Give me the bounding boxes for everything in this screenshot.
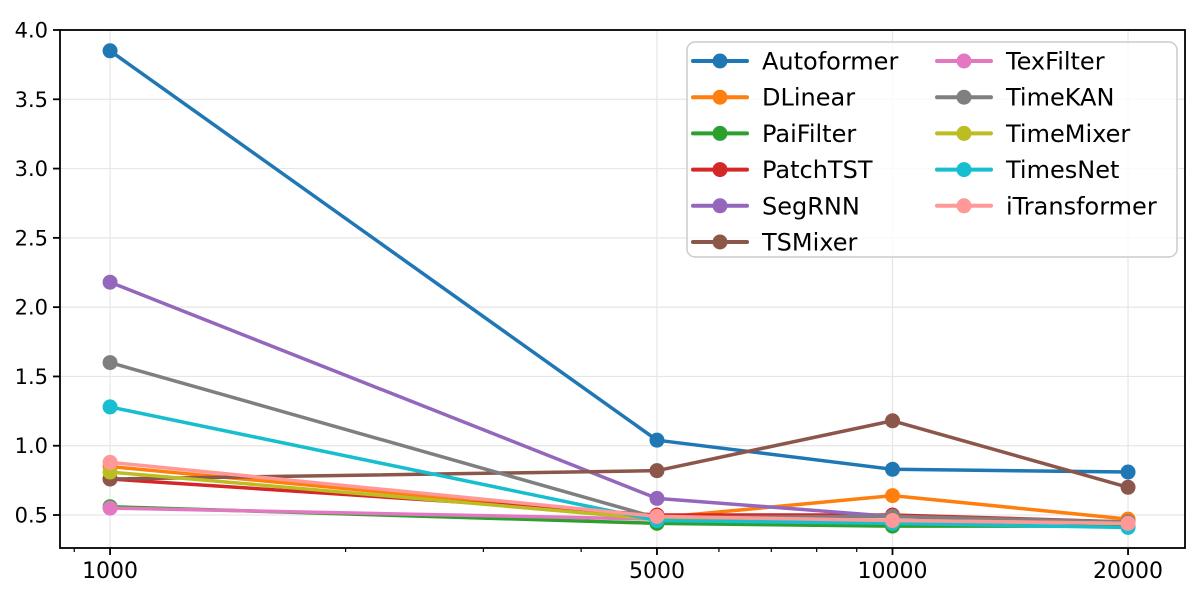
legend-item-itransformer: iTransformer (935, 192, 1157, 220)
legend-marker-patchtst (712, 162, 728, 178)
legend-marker-timesnet (956, 162, 972, 178)
data-point-autoformer-10000 (885, 461, 901, 477)
x-tick-label-5000: 5000 (629, 559, 685, 584)
legend-marker-autoformer (712, 53, 728, 69)
y-tick-label-3.5: 3.5 (15, 88, 48, 112)
y-axis: 0.5 1.0 1.5 2.0 2.5 3.0 3.5 4.0 (15, 19, 60, 528)
legend-item-paifilter: PaiFilter (691, 120, 856, 148)
data-point-tsmixer-10000 (885, 413, 901, 429)
data-point-timesnet-1000 (102, 399, 118, 415)
axes-spines (59, 29, 1186, 549)
series-line-tsmixer (108, 419, 1130, 490)
x-tick-label-1000: 1000 (82, 559, 138, 584)
legend-label-itransformer: iTransformer (1006, 192, 1157, 220)
legend-item-timesnet: TimesNet (935, 156, 1119, 184)
legend-marker-segrnn (712, 198, 728, 214)
data-point-dlinear-10000 (885, 488, 901, 504)
legend-box (686, 41, 1178, 258)
data-point-segrnn-1000 (102, 274, 118, 290)
y-tick-label-2.0: 2.0 (15, 296, 48, 320)
legend-item-dlinear: DLinear (691, 84, 855, 112)
data-point-tsmixer-20000 (1120, 479, 1136, 495)
y-tick-label-3.0: 3.0 (15, 157, 48, 181)
x-tick-label-10000: 10000 (858, 559, 928, 584)
series-markers-autoformer (102, 43, 1136, 480)
y-tick-label-2.5: 2.5 (15, 226, 48, 250)
series-line-timesnet (108, 405, 1130, 530)
y-tick-label-4.0: 4.0 (15, 19, 48, 43)
x-tick-label-20000: 20000 (1093, 559, 1163, 584)
legend-item-texfilter: TexFilter (935, 48, 1105, 76)
y-tick-label-0.5: 0.5 (15, 504, 48, 528)
legend-item-tsmixer: TSMixer (691, 229, 858, 257)
data-point-segrnn-5000 (649, 490, 665, 506)
data-point-tsmixer-5000 (649, 463, 665, 479)
data-point-timekan-1000 (102, 355, 118, 371)
data-point-autoformer-5000 (649, 432, 665, 448)
series-markers-itransformer (102, 454, 1136, 531)
legend-label-texfilter: TexFilter (1005, 48, 1105, 76)
legend-label-timekan: TimeKAN (1005, 84, 1114, 112)
data-point-itransformer-1000 (102, 454, 118, 470)
legend-label-paifilter: PaiFilter (762, 120, 856, 148)
legend-item-patchtst: PatchTST (691, 156, 873, 184)
data-point-itransformer-5000 (649, 508, 665, 524)
legend-marker-paifilter (712, 125, 728, 141)
legend-item-timemixer: TimeMixer (935, 120, 1130, 148)
legend-label-autoformer: Autoformer (762, 48, 898, 76)
series-markers-tsmixer (102, 413, 1136, 495)
legend-marker-timekan (956, 89, 972, 105)
legend-label-patchtst: PatchTST (762, 156, 873, 184)
legend-item-autoformer: Autoformer (691, 48, 898, 76)
legend-label-timesnet: TimesNet (1005, 156, 1119, 184)
y-tick-label-1.5: 1.5 (15, 365, 48, 389)
y-tick-label-1.0: 1.0 (15, 434, 48, 458)
data-point-itransformer-20000 (1120, 515, 1136, 531)
series-line-itransformer (108, 460, 1130, 526)
legend: Autoformer DLinear PaiFilter PatchTST SegRNN… (686, 41, 1178, 258)
legend-item-segrnn: SegRNN (691, 192, 860, 220)
data-point-autoformer-1000 (102, 43, 118, 59)
legend-marker-tsmixer (712, 234, 728, 250)
legend-marker-dlinear (712, 89, 728, 105)
legend-marker-itransformer (956, 198, 972, 214)
data-point-texfilter-1000 (102, 500, 118, 516)
legend-label-timemixer: TimeMixer (1005, 120, 1130, 148)
data-point-autoformer-20000 (1120, 464, 1136, 480)
series-group (102, 43, 1136, 535)
legend-label-dlinear: DLinear (762, 84, 855, 112)
data-point-itransformer-10000 (885, 513, 901, 529)
legend-marker-texfilter (956, 53, 972, 69)
legend-label-tsmixer: TSMixer (761, 229, 858, 257)
legend-label-segrnn: SegRNN (762, 192, 860, 220)
legend-marker-timemixer (956, 125, 972, 141)
legend-item-timekan: TimeKAN (935, 84, 1114, 112)
series-line-autoformer (108, 49, 1130, 474)
x-axis: 1000 5000 10000 20000 (73, 548, 1163, 584)
